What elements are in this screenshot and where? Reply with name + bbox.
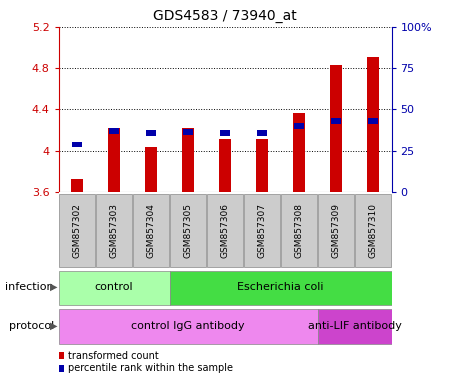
- Text: GSM857303: GSM857303: [109, 203, 118, 258]
- Text: protocol: protocol: [9, 321, 54, 331]
- Bar: [257, 130, 267, 136]
- Title: GDS4583 / 73940_at: GDS4583 / 73940_at: [153, 9, 297, 23]
- Bar: [219, 139, 231, 192]
- Bar: [72, 142, 82, 147]
- Text: control IgG antibody: control IgG antibody: [131, 321, 245, 331]
- Text: GSM857309: GSM857309: [332, 203, 341, 258]
- Text: control: control: [94, 282, 133, 292]
- Text: GSM857304: GSM857304: [147, 203, 156, 258]
- Text: GSM857305: GSM857305: [184, 203, 193, 258]
- Text: anti-LIF antibody: anti-LIF antibody: [307, 321, 401, 331]
- Text: GSM857307: GSM857307: [257, 203, 266, 258]
- Bar: [109, 128, 119, 134]
- Bar: [355, 194, 391, 267]
- Bar: [368, 118, 378, 124]
- Bar: [207, 194, 243, 267]
- Text: Escherichia coli: Escherichia coli: [237, 282, 324, 292]
- Bar: [144, 147, 158, 192]
- Bar: [367, 57, 379, 192]
- Text: transformed count: transformed count: [68, 351, 158, 361]
- Bar: [170, 271, 392, 305]
- Bar: [244, 194, 280, 267]
- Bar: [58, 271, 170, 305]
- Bar: [170, 194, 206, 267]
- Text: ▶: ▶: [50, 321, 58, 331]
- Bar: [59, 194, 95, 267]
- Bar: [181, 128, 194, 192]
- Text: GSM857310: GSM857310: [369, 203, 378, 258]
- Text: percentile rank within the sample: percentile rank within the sample: [68, 364, 233, 374]
- Text: infection: infection: [5, 282, 54, 292]
- Text: ▶: ▶: [50, 282, 58, 292]
- Bar: [108, 128, 121, 192]
- Text: GSM857306: GSM857306: [220, 203, 230, 258]
- Text: GSM857308: GSM857308: [294, 203, 303, 258]
- Bar: [71, 179, 84, 192]
- Text: GSM857302: GSM857302: [72, 203, 81, 258]
- Bar: [292, 113, 306, 192]
- Bar: [220, 130, 230, 136]
- Bar: [133, 194, 169, 267]
- Bar: [318, 309, 392, 344]
- Bar: [329, 65, 342, 192]
- Bar: [256, 139, 269, 192]
- Bar: [318, 194, 354, 267]
- Bar: [331, 118, 341, 124]
- Bar: [96, 194, 132, 267]
- Bar: [146, 130, 156, 136]
- Bar: [281, 194, 317, 267]
- Bar: [294, 123, 304, 129]
- Bar: [58, 309, 318, 344]
- Bar: [183, 129, 193, 135]
